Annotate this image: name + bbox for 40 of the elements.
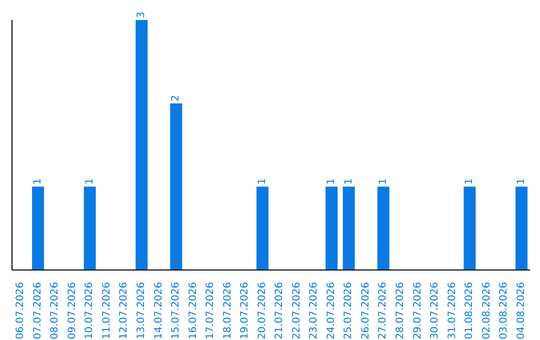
- x-tick-label: 22.07.2026: [291, 282, 302, 340]
- x-tick-label: 03.08.2026: [498, 282, 510, 340]
- data-label: 1: [32, 178, 44, 185]
- x-tick-label: 17.07.2026: [205, 282, 216, 340]
- x-tick-label: 07.07.2026: [32, 282, 44, 340]
- data-label: 1: [326, 178, 338, 185]
- data-label: 1: [84, 178, 96, 185]
- x-tick-label: 24.07.2026: [326, 282, 337, 340]
- x-tick-label: 13.07.2026: [136, 282, 147, 340]
- x-tick-label: 19.07.2026: [240, 282, 251, 340]
- x-tick-label: 06.07.2026: [15, 282, 26, 340]
- x-tick-label: 15.07.2026: [170, 282, 182, 340]
- x-tick-label: 08.07.2026: [50, 282, 61, 340]
- x-tick-label: 25.07.2026: [343, 282, 354, 340]
- x-tick-label: 28.07.2026: [395, 282, 406, 340]
- data-label: 3: [136, 12, 148, 18]
- x-tick-label: 11.07.2026: [101, 282, 112, 340]
- data-label: 1: [256, 178, 268, 185]
- x-tick-label: 23.07.2026: [308, 282, 320, 340]
- x-tick-label: 21.07.2026: [274, 282, 286, 340]
- x-tick-label: 27.07.2026: [378, 282, 389, 340]
- x-tick-label: 29.07.2026: [412, 282, 424, 340]
- data-label: 1: [464, 178, 476, 185]
- x-tick-label: 20.07.2026: [256, 282, 268, 340]
- x-tick-label: 18.07.2026: [222, 282, 234, 340]
- x-tick-label: 09.07.2026: [66, 282, 78, 340]
- x-tick-label: 02.08.2026: [481, 282, 492, 340]
- x-tick-label: 16.07.2026: [188, 282, 199, 340]
- data-label: 1: [516, 178, 527, 185]
- x-tick-label: 30.07.2026: [430, 282, 441, 340]
- x-tick-label: 12.07.2026: [118, 282, 130, 340]
- x-tick-label: 04.08.2026: [516, 282, 527, 340]
- x-tick-label: 10.07.2026: [84, 282, 96, 340]
- x-tick-label: 26.07.2026: [360, 282, 372, 340]
- data-label: 1: [378, 178, 389, 185]
- x-tick-label: 01.08.2026: [464, 282, 476, 340]
- data-label: 2: [170, 94, 182, 102]
- data-label: 1: [343, 178, 354, 185]
- x-tick-label: 14.07.2026: [153, 282, 164, 340]
- x-tick-label: 31.07.2026: [446, 282, 458, 340]
